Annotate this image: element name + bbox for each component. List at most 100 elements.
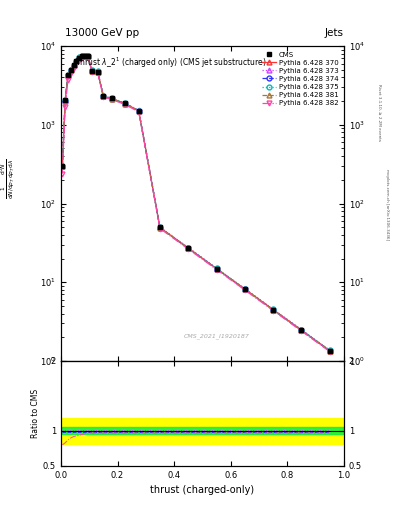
- Pythia 6.428 382: [158, 225, 162, 231]
- Pythia 6.428 382: [66, 77, 70, 83]
- Pythia 6.428 374: [110, 96, 114, 102]
- Pythia 6.428 370: [158, 224, 162, 230]
- Pythia 6.428 382: [242, 287, 247, 293]
- Pythia 6.428 381: [74, 58, 79, 65]
- Pythia 6.428 374: [327, 348, 332, 354]
- Pythia 6.428 382: [271, 308, 275, 314]
- Pythia 6.428 375: [271, 306, 275, 312]
- Pythia 6.428 375: [214, 265, 219, 271]
- Pythia 6.428 373: [110, 95, 114, 101]
- Pythia 6.428 373: [299, 327, 304, 333]
- Pythia 6.428 375: [71, 62, 76, 68]
- Pythia 6.428 375: [66, 72, 70, 78]
- Pythia 6.428 382: [101, 94, 106, 100]
- Pythia 6.428 382: [186, 246, 191, 252]
- Pythia 6.428 374: [122, 100, 127, 106]
- X-axis label: thrust (charged-only): thrust (charged-only): [151, 485, 254, 495]
- Line: Pythia 6.428 381: Pythia 6.428 381: [60, 54, 332, 353]
- Pythia 6.428 381: [101, 93, 106, 99]
- Pythia 6.428 370: [95, 69, 100, 75]
- Pythia 6.428 373: [80, 53, 84, 59]
- Pythia 6.428 374: [214, 266, 219, 272]
- Pythia 6.428 381: [71, 62, 76, 69]
- Pythia 6.428 375: [110, 95, 114, 101]
- Pythia 6.428 375: [90, 68, 94, 74]
- Pythia 6.428 370: [68, 67, 73, 73]
- Pythia 6.428 375: [95, 69, 100, 75]
- Pythia 6.428 381: [158, 225, 162, 231]
- Pythia 6.428 373: [101, 93, 106, 99]
- Pythia 6.428 370: [122, 100, 127, 106]
- Pythia 6.428 375: [136, 108, 141, 114]
- Pythia 6.428 374: [136, 108, 141, 114]
- Pythia 6.428 374: [80, 53, 84, 59]
- Text: $\frac{1}{\mathrm{d}N / \mathrm{d}p_{T}} \frac{\mathrm{d}^2 N}{\mathrm{d}p_{T} \: $\frac{1}{\mathrm{d}N / \mathrm{d}p_{T}}…: [0, 159, 17, 200]
- Legend: CMS, Pythia 6.428 370, Pythia 6.428 373, Pythia 6.428 374, Pythia 6.428 375, Pyt: CMS, Pythia 6.428 370, Pythia 6.428 373,…: [260, 50, 340, 108]
- Line: Pythia 6.428 370: Pythia 6.428 370: [60, 53, 332, 353]
- Pythia 6.428 374: [68, 67, 73, 73]
- Pythia 6.428 374: [85, 53, 90, 59]
- Pythia 6.428 381: [122, 100, 127, 106]
- Pythia 6.428 381: [77, 55, 82, 61]
- Pythia 6.428 370: [74, 58, 79, 64]
- Pythia 6.428 381: [68, 67, 73, 73]
- Line: Pythia 6.428 373: Pythia 6.428 373: [60, 53, 332, 353]
- Pythia 6.428 373: [60, 162, 65, 168]
- Pythia 6.428 374: [101, 93, 106, 99]
- Pythia 6.428 381: [214, 266, 219, 272]
- Pythia 6.428 370: [90, 68, 94, 74]
- Pythia 6.428 374: [271, 307, 275, 313]
- Pythia 6.428 381: [60, 163, 65, 169]
- Text: Thrust $\lambda\_2^1$ (charged only) (CMS jet substructure): Thrust $\lambda\_2^1$ (charged only) (CM…: [75, 55, 266, 70]
- Pythia 6.428 370: [271, 307, 275, 313]
- Pythia 6.428 374: [158, 225, 162, 231]
- Pythia 6.428 373: [158, 224, 162, 230]
- Pythia 6.428 381: [186, 245, 191, 251]
- Pythia 6.428 382: [83, 54, 87, 60]
- Pythia 6.428 373: [68, 66, 73, 72]
- Pythia 6.428 382: [110, 96, 114, 102]
- Pythia 6.428 375: [68, 67, 73, 73]
- Text: mcplots.cern.ch [arXiv:1306.3436]: mcplots.cern.ch [arXiv:1306.3436]: [385, 169, 389, 240]
- Pythia 6.428 382: [63, 104, 68, 110]
- Pythia 6.428 381: [95, 69, 100, 75]
- Pythia 6.428 370: [110, 95, 114, 101]
- Pythia 6.428 375: [299, 327, 304, 333]
- Pythia 6.428 373: [74, 58, 79, 64]
- Pythia 6.428 375: [186, 245, 191, 251]
- Text: 13000 GeV pp: 13000 GeV pp: [65, 28, 139, 38]
- Pythia 6.428 381: [110, 96, 114, 102]
- Pythia 6.428 381: [136, 108, 141, 114]
- Pythia 6.428 370: [101, 93, 106, 99]
- Pythia 6.428 375: [83, 53, 87, 59]
- Pythia 6.428 382: [299, 328, 304, 334]
- Pythia 6.428 373: [122, 100, 127, 106]
- Pythia 6.428 373: [90, 67, 94, 73]
- Pythia 6.428 373: [83, 53, 87, 59]
- Pythia 6.428 374: [186, 245, 191, 251]
- Pythia 6.428 373: [327, 347, 332, 353]
- Pythia 6.428 382: [327, 349, 332, 355]
- Line: Pythia 6.428 375: Pythia 6.428 375: [60, 53, 332, 353]
- Line: Pythia 6.428 374: Pythia 6.428 374: [60, 54, 332, 353]
- Pythia 6.428 370: [80, 53, 84, 59]
- Text: Rivet 3.1.10, ≥ 2.2M events: Rivet 3.1.10, ≥ 2.2M events: [377, 84, 381, 141]
- Pythia 6.428 382: [77, 57, 82, 63]
- Pythia 6.428 375: [63, 97, 68, 103]
- Y-axis label: Ratio to CMS: Ratio to CMS: [31, 389, 40, 438]
- Pythia 6.428 375: [101, 93, 106, 99]
- Pythia 6.428 373: [63, 97, 68, 103]
- Pythia 6.428 382: [74, 60, 79, 67]
- Pythia 6.428 370: [85, 53, 90, 59]
- Pythia 6.428 370: [71, 62, 76, 68]
- Pythia 6.428 375: [122, 100, 127, 106]
- Pythia 6.428 381: [63, 97, 68, 103]
- Pythia 6.428 381: [327, 348, 332, 354]
- Pythia 6.428 382: [136, 109, 141, 115]
- Pythia 6.428 381: [83, 53, 87, 59]
- Pythia 6.428 374: [242, 286, 247, 292]
- Pythia 6.428 373: [136, 108, 141, 114]
- Pythia 6.428 373: [214, 265, 219, 271]
- Pythia 6.428 374: [74, 58, 79, 65]
- Pythia 6.428 370: [186, 245, 191, 251]
